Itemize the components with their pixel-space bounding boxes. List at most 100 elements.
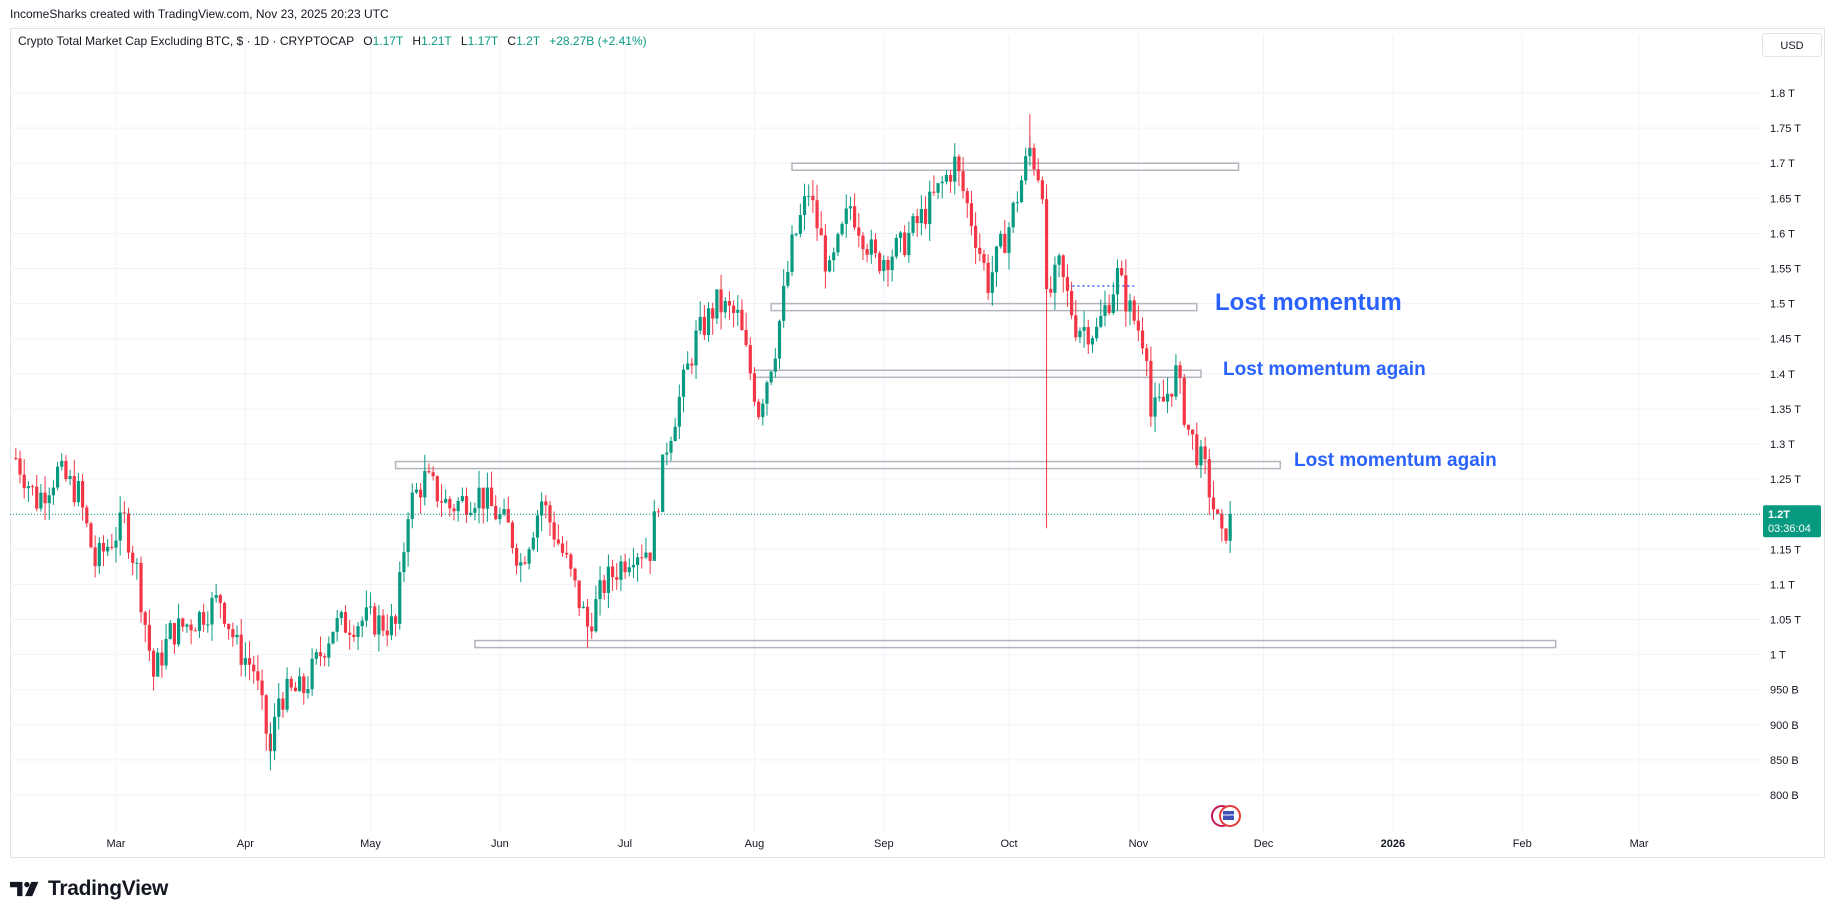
- candle-body: [68, 476, 72, 480]
- candle-body: [836, 234, 840, 253]
- candle-body: [652, 511, 656, 561]
- candle-body: [1032, 147, 1036, 170]
- candle-body: [631, 564, 636, 568]
- close-value: 1.2T: [516, 34, 540, 48]
- y-tick-label: 1.6 T: [1770, 228, 1795, 240]
- candle-body: [239, 634, 243, 665]
- candle-body: [594, 599, 598, 632]
- candle-body: [39, 492, 43, 509]
- candle-body: [610, 566, 615, 578]
- candle-body: [1128, 300, 1132, 312]
- candle-body: [815, 200, 819, 229]
- candle-body: [961, 171, 965, 192]
- candle-body: [506, 509, 510, 523]
- candle-body: [1115, 268, 1120, 295]
- candle-body: [343, 612, 348, 633]
- candle-body: [247, 658, 252, 665]
- candle-body: [106, 546, 110, 552]
- x-tick-label: Feb: [1513, 838, 1532, 850]
- candle-body: [573, 568, 577, 581]
- candle-body: [1199, 446, 1203, 466]
- candle-body: [281, 698, 285, 710]
- candle-body: [1165, 393, 1170, 402]
- y-tick-label: 1.55 T: [1770, 264, 1801, 276]
- candle-body: [923, 209, 928, 225]
- candle-body: [928, 191, 932, 225]
- annotation-lost-momentum: Lost momentum: [1215, 289, 1402, 316]
- candle-body: [606, 566, 611, 593]
- candle-body: [661, 454, 665, 512]
- candle-body: [681, 369, 686, 397]
- candle-body: [1145, 348, 1149, 361]
- candle-body: [314, 652, 318, 659]
- candle-body: [389, 616, 394, 636]
- candle-body: [498, 514, 502, 520]
- candle-body: [965, 191, 969, 204]
- candle-body: [1132, 300, 1136, 321]
- candle-body: [873, 239, 878, 254]
- candle-body: [731, 305, 736, 313]
- candle-body: [26, 486, 30, 489]
- candle-body: [744, 329, 748, 346]
- candle-body: [544, 501, 548, 506]
- tradingview-logo[interactable]: TradingView: [10, 875, 168, 903]
- low-label: L: [460, 34, 468, 48]
- candle-body: [598, 580, 602, 600]
- high-label: H: [412, 34, 422, 48]
- candle-body: [1211, 497, 1216, 510]
- candle-body: [1107, 305, 1111, 313]
- candle-body: [218, 595, 222, 603]
- y-tick-label: 1.8 T: [1770, 88, 1795, 100]
- candle-body: [953, 156, 957, 182]
- candle-body: [894, 237, 898, 257]
- candle-body: [819, 228, 823, 236]
- candle-body: [431, 472, 435, 477]
- candle-body: [489, 487, 494, 506]
- candle-body: [1178, 365, 1182, 378]
- candle-body: [1082, 327, 1086, 331]
- candle-body: [1086, 327, 1090, 345]
- candle-body: [1015, 202, 1019, 204]
- candle-body: [686, 363, 690, 370]
- x-tick-label: Apr: [237, 838, 254, 850]
- candle-body: [948, 175, 953, 182]
- candle-body: [994, 246, 999, 273]
- y-tick-label: 1.05 T: [1770, 615, 1801, 627]
- candle-body: [715, 289, 719, 319]
- candle-body: [72, 476, 76, 503]
- candle-body: [444, 498, 448, 503]
- candle-body: [519, 562, 523, 566]
- chart-frame: [10, 28, 1825, 858]
- y-tick-label: 1.35 T: [1770, 404, 1801, 416]
- resistance-zone: [394, 460, 1281, 470]
- y-tick-label: 1.3 T: [1770, 439, 1795, 451]
- y-tick-label: 1.45 T: [1770, 334, 1801, 346]
- candle-body: [615, 577, 619, 580]
- x-tick-label: Mar: [107, 838, 126, 850]
- candle-body: [1124, 275, 1128, 312]
- currency-button[interactable]: USD: [1762, 33, 1822, 57]
- candle-body: [293, 687, 298, 692]
- candle-body: [782, 285, 786, 321]
- candle-body: [114, 540, 118, 548]
- candle-body: [1149, 360, 1153, 417]
- x-tick-label: Mar: [1630, 838, 1649, 850]
- candle-body: [936, 183, 940, 193]
- symbol-name[interactable]: Crypto Total Market Cap Excluding BTC, $…: [18, 34, 354, 48]
- candle-body: [1090, 338, 1095, 345]
- candle-body: [786, 271, 790, 286]
- candle-body: [1099, 315, 1103, 327]
- candle-body: [1182, 377, 1186, 425]
- candle-body: [907, 232, 911, 256]
- y-tick-label: 1.75 T: [1770, 123, 1801, 135]
- annotation-lost-momentum-again-1: Lost momentum again: [1223, 359, 1426, 380]
- candle-body: [719, 289, 723, 313]
- candle-body: [414, 489, 419, 493]
- tradingview-logo-icon: [10, 881, 39, 897]
- candle-body: [1011, 202, 1015, 228]
- y-tick-label: 1.65 T: [1770, 193, 1801, 205]
- candle-body: [1049, 289, 1053, 293]
- y-tick-label: 950 B: [1770, 685, 1799, 697]
- x-tick-label: Aug: [745, 838, 765, 850]
